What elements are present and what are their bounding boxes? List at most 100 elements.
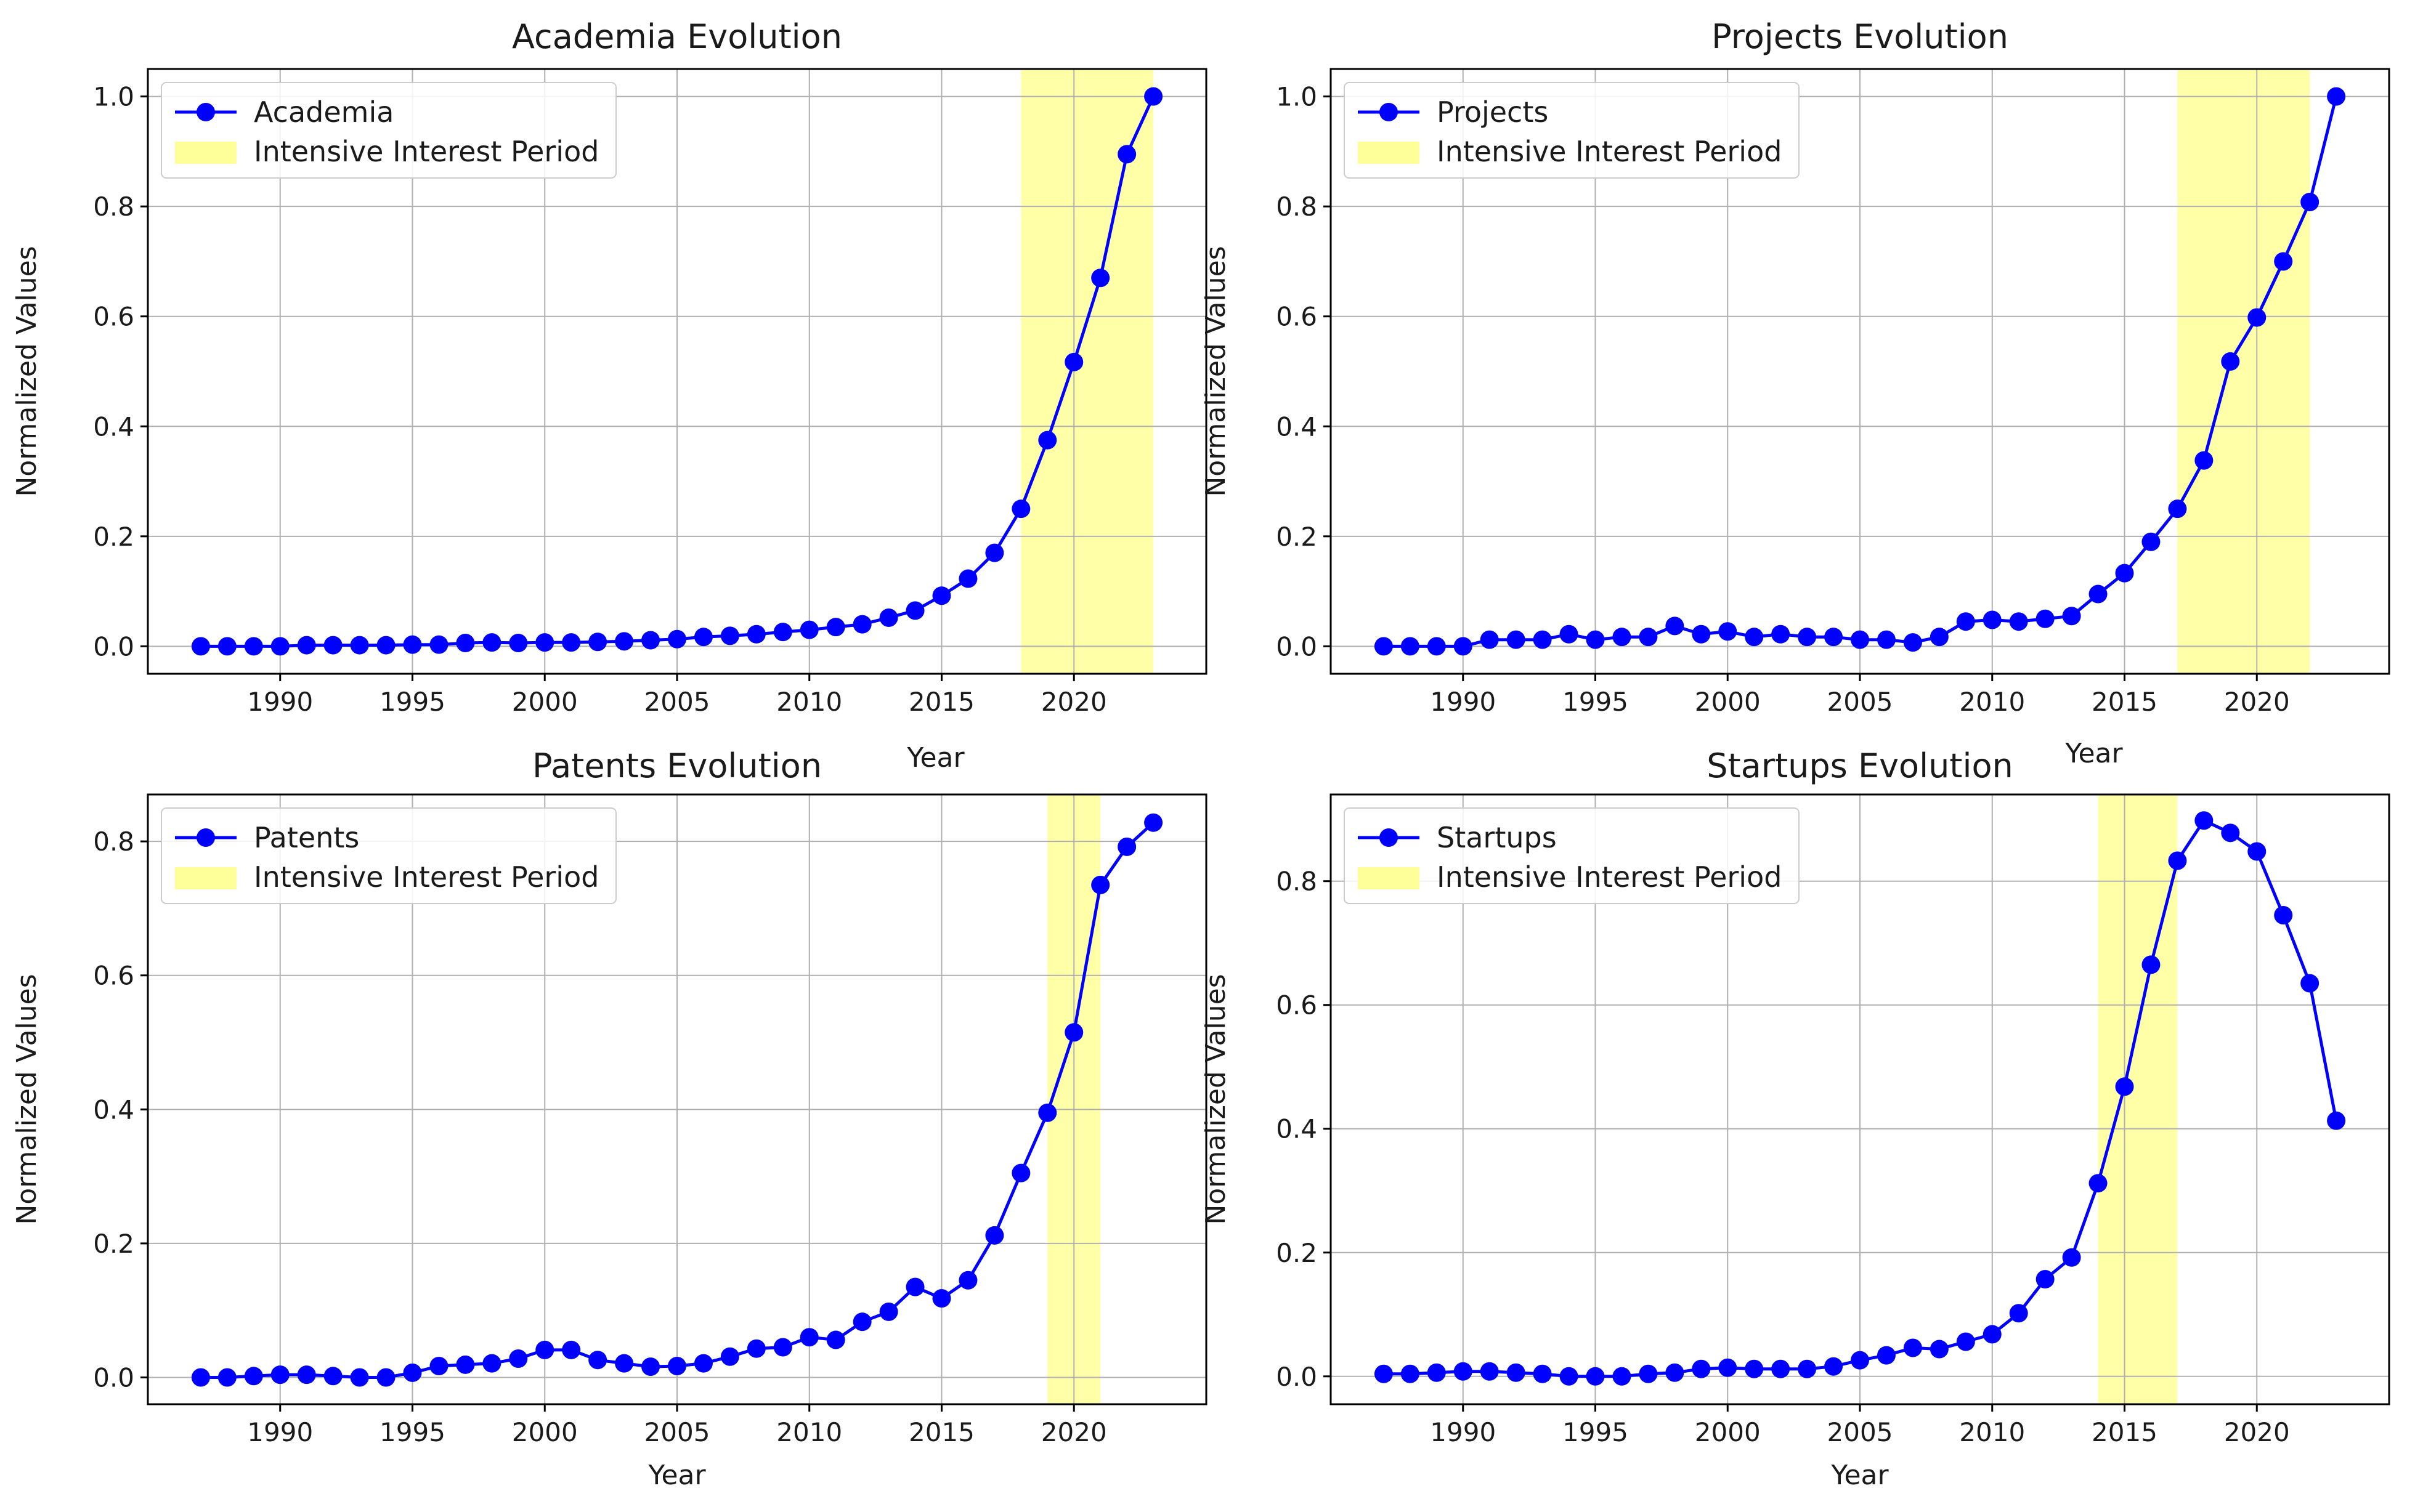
data-point bbox=[509, 1349, 528, 1368]
data-point bbox=[2247, 308, 2267, 327]
data-point bbox=[1851, 1351, 1869, 1370]
data-point bbox=[1612, 628, 1631, 647]
data-point bbox=[2115, 1077, 2134, 1096]
data-point bbox=[191, 1368, 210, 1387]
data-point bbox=[800, 620, 819, 639]
data-point bbox=[2194, 811, 2214, 830]
data-point bbox=[270, 1365, 290, 1385]
y-tick-label: 0.2 bbox=[1276, 522, 1317, 552]
data-point bbox=[456, 634, 475, 653]
data-point bbox=[1533, 630, 1552, 649]
data-point bbox=[376, 636, 396, 655]
legend-series-marker bbox=[197, 103, 215, 121]
data-point bbox=[959, 569, 978, 588]
data-point bbox=[1718, 622, 1737, 641]
y-tick-label: 0.6 bbox=[1276, 990, 1317, 1021]
data-point bbox=[562, 1340, 581, 1359]
chart-panel-1: 1990 1995 2000 2005 2010 2015 2020 0.0 0.2 0.4 0.6… bbox=[11, 17, 1208, 774]
data-point bbox=[694, 1354, 713, 1373]
data-point bbox=[456, 1355, 475, 1374]
x-tick-label: 2020 bbox=[2224, 687, 2290, 717]
x-tick-label: 2010 bbox=[1959, 687, 2025, 717]
data-point bbox=[1639, 1364, 1658, 1383]
data-point bbox=[403, 635, 422, 654]
x-tick-label: 2005 bbox=[644, 1417, 710, 1447]
data-point bbox=[1983, 610, 2002, 629]
x-tick-label: 2000 bbox=[512, 687, 578, 717]
data-point bbox=[1718, 1358, 1737, 1377]
data-point bbox=[800, 1328, 819, 1347]
data-point bbox=[535, 633, 554, 652]
data-point bbox=[932, 586, 951, 605]
data-point bbox=[906, 601, 925, 620]
data-point bbox=[1374, 637, 1393, 656]
data-point bbox=[932, 1289, 951, 1308]
data-point bbox=[244, 1367, 263, 1386]
legend-series-label: Patents bbox=[254, 821, 359, 854]
data-point bbox=[985, 543, 1004, 562]
data-point bbox=[720, 1347, 739, 1366]
data-point bbox=[429, 1356, 448, 1375]
data-point bbox=[2221, 823, 2240, 843]
intensive-interest-span bbox=[1021, 69, 1154, 674]
data-point bbox=[1771, 625, 1790, 644]
y-tick-label: 0.4 bbox=[93, 1094, 134, 1125]
legend-series-marker bbox=[1379, 103, 1398, 121]
data-point bbox=[1851, 630, 1869, 649]
data-point bbox=[588, 633, 607, 652]
data-point bbox=[1903, 1338, 1922, 1357]
data-point bbox=[1427, 1363, 1446, 1382]
x-tick-label: 2015 bbox=[909, 687, 975, 717]
data-point bbox=[1692, 1359, 1711, 1378]
data-point bbox=[879, 608, 898, 627]
chart-panel-4: 1990 1995 2000 2005 2010 2015 2020 0.0 0.2 0.4 0.6… bbox=[1200, 746, 2390, 1491]
x-tick-label: 2000 bbox=[1695, 687, 1761, 717]
legend-series-label: Projects bbox=[1437, 95, 1548, 129]
x-tick-label: 2010 bbox=[776, 687, 842, 717]
y-tick-label: 0.0 bbox=[1276, 631, 1317, 661]
data-point bbox=[297, 636, 316, 655]
y-axis-label: Normalized Values bbox=[1200, 974, 1232, 1224]
data-point bbox=[2088, 584, 2108, 604]
legend-box bbox=[161, 82, 617, 179]
data-point bbox=[879, 1302, 898, 1321]
data-point bbox=[429, 635, 448, 654]
y-tick-label: 0.6 bbox=[1276, 302, 1317, 332]
data-point bbox=[2274, 252, 2293, 271]
data-point bbox=[244, 637, 263, 656]
data-point bbox=[1506, 630, 1525, 649]
chart-panel-2: 1990 1995 2000 2005 2010 2015 2020 0.0 0.2 0.4 0.6… bbox=[1200, 17, 2390, 769]
chart-panel-3: 1990 1995 2000 2005 2010 2015 2020 0.0 0.2 0.4 0.6… bbox=[11, 746, 1208, 1491]
data-point bbox=[2115, 564, 2134, 583]
data-point bbox=[1586, 630, 1605, 649]
data-point bbox=[1400, 1364, 1419, 1383]
y-tick-label: 0.8 bbox=[93, 192, 134, 222]
data-point bbox=[668, 629, 686, 649]
data-point bbox=[1612, 1367, 1631, 1386]
legend-series-label: Startups bbox=[1437, 821, 1557, 854]
x-axis-label: Year bbox=[2064, 738, 2123, 769]
y-axis-label: Normalized Values bbox=[11, 246, 43, 496]
data-point bbox=[1692, 625, 1711, 644]
x-tick-label: 1995 bbox=[380, 687, 445, 717]
data-point bbox=[1091, 269, 1110, 288]
data-point bbox=[1824, 628, 1843, 647]
y-tick-label: 0.4 bbox=[1276, 1114, 1317, 1144]
data-point bbox=[1453, 637, 1472, 656]
data-point bbox=[2168, 851, 2187, 870]
data-point bbox=[668, 1356, 686, 1375]
data-point bbox=[1956, 612, 1975, 631]
data-point bbox=[2221, 352, 2240, 371]
data-point bbox=[482, 633, 501, 652]
legend-box bbox=[161, 807, 617, 904]
data-point bbox=[1798, 1359, 1817, 1378]
y-tick-label: 0.8 bbox=[1276, 867, 1317, 897]
data-point bbox=[1559, 1367, 1578, 1386]
data-point bbox=[270, 637, 290, 656]
x-tick-label: 1990 bbox=[247, 687, 313, 717]
data-point bbox=[191, 637, 210, 656]
x-tick-label: 2005 bbox=[1827, 687, 1893, 717]
y-tick-label: 0.0 bbox=[1276, 1362, 1317, 1392]
data-point bbox=[2274, 905, 2293, 924]
data-point bbox=[1453, 1362, 1472, 1381]
